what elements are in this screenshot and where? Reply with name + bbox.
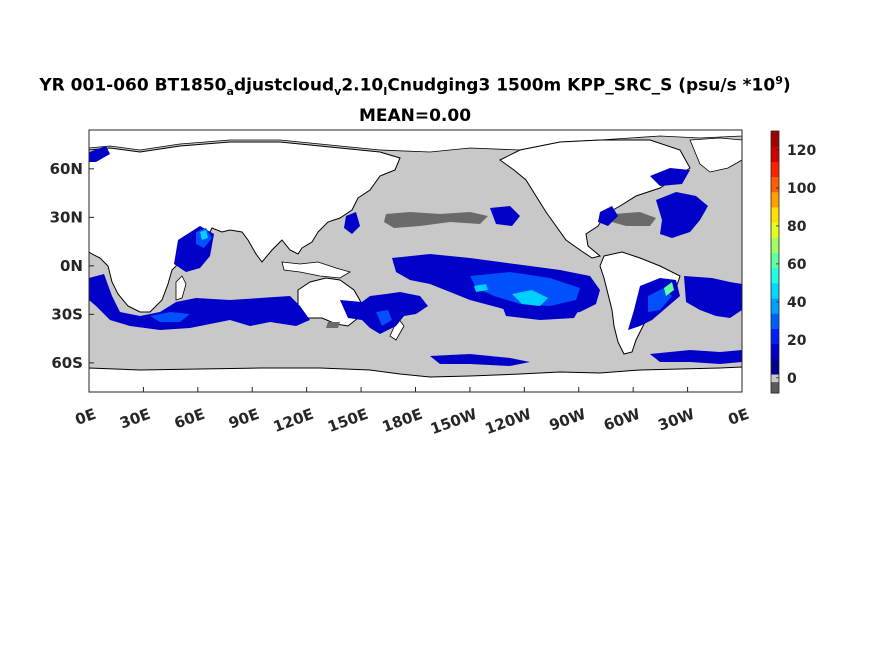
positive-patch-labrador <box>89 146 110 162</box>
mid-patch-indian-south <box>150 312 190 322</box>
x-tick-label: 30E <box>117 405 152 433</box>
colorbar-segment <box>771 313 779 329</box>
antarctica-landmass <box>89 366 742 392</box>
x-tick-label: 120W <box>483 405 535 438</box>
positive-high-patches <box>200 230 548 306</box>
x-axis: 0E 30E 60E 90E 120E 150E 180E 150W 120W 90W 60W 30W… <box>73 387 752 438</box>
colorbar-segment <box>771 191 779 208</box>
positive-patch-north-pacific-east <box>490 206 520 226</box>
colorbar-segment <box>771 237 779 254</box>
negative-patch-north-pacific <box>384 212 488 228</box>
positive-patch-south-pacific-south <box>500 300 580 320</box>
peak-patch-south-atlantic <box>664 282 674 296</box>
x-tick-label: 60W <box>601 405 643 435</box>
x-tick-label: 0E <box>73 405 99 429</box>
high-patch-tropical-pacific-west <box>474 284 488 292</box>
eurasia-africa-landmass <box>89 141 401 313</box>
positive-low-patches <box>89 146 742 366</box>
positive-patch-gulf-stream <box>598 206 618 226</box>
colorbar-segment <box>771 161 779 178</box>
colorbar-tick-label: 0 <box>787 371 797 387</box>
negative-patch-north-atlantic <box>612 212 656 226</box>
chart-title: YR 001-060 BT1850adjustcloudv2.10ICnudgi… <box>39 74 791 99</box>
positive-patch-southern-indian-west <box>89 274 310 330</box>
y-tick-label: 0N <box>60 257 83 275</box>
colorbar-tick-label: 40 <box>787 295 807 311</box>
positive-patch-subpolar-atlantic <box>650 168 690 186</box>
colorbar-segment <box>771 298 779 314</box>
high-patch-arabian-sea <box>200 230 208 240</box>
colorbar-segment <box>771 267 779 284</box>
mid-patch-tropical-pacific <box>470 272 580 306</box>
x-tick-label: 30W <box>656 405 698 435</box>
colorbar-segment <box>771 206 779 223</box>
colorbar-tick-label: 20 <box>787 333 807 349</box>
colorbar-segment <box>771 252 779 269</box>
colorbar-segment <box>771 381 779 394</box>
colorbar-segment <box>771 343 779 360</box>
map-area <box>89 130 742 392</box>
x-tick-label: 90W <box>547 405 589 435</box>
new-zealand-landmass <box>389 317 405 341</box>
x-tick-label: 90E <box>226 405 261 433</box>
colorbar-segment <box>771 146 779 162</box>
colorbar-tick-label: 60 <box>787 257 807 273</box>
y-axis: 60N 30N 0N 30S 60S <box>50 160 94 372</box>
x-tick-label: 150W <box>428 405 480 438</box>
x-tick-label: 120E <box>271 405 316 436</box>
colorbar-segment <box>771 374 779 383</box>
positive-patch-southern-ocean-pacific <box>430 354 530 366</box>
negative-patch-tasman <box>326 322 340 328</box>
y-tick-label: 30N <box>50 208 83 226</box>
colorbar-tick-label: 80 <box>787 219 807 235</box>
mid-patch-tasman <box>376 310 392 326</box>
colorbar-segment <box>771 176 779 193</box>
positive-patch-southern-ocean-atlantic <box>650 350 742 364</box>
high-patch-tropical-pacific <box>512 290 548 306</box>
colorbar-tick-label: 100 <box>787 181 816 197</box>
colorbar: 0 20 40 60 80 100 120 <box>770 130 816 394</box>
y-tick-label: 60N <box>50 160 83 178</box>
north-america-landmass <box>499 139 691 259</box>
positive-patch-kuroshio <box>344 212 360 234</box>
x-tick-label: 180E <box>380 405 425 436</box>
colorbar-frame <box>770 130 780 394</box>
x-tick-label: 60E <box>172 405 207 433</box>
arctic-landmass <box>89 130 742 153</box>
colorbar-segment <box>771 358 779 375</box>
maritime-continent-landmass <box>281 261 351 279</box>
colorbar-tick-label: 120 <box>787 143 816 159</box>
greenland-landmass <box>689 137 742 173</box>
y-tick-label: 60S <box>51 354 83 372</box>
madagascar-landmass <box>175 275 187 301</box>
chart-subtitle: MEAN=0.00 <box>358 106 472 126</box>
y-tick-label: 30S <box>51 305 83 323</box>
colorbar-segment <box>771 328 779 345</box>
colorbar-segment <box>771 282 779 299</box>
x-tick-label: 150E <box>325 405 370 436</box>
positive-patch-south-atlantic-east <box>684 276 742 318</box>
x-tick-label: 0E <box>726 405 752 429</box>
positive-patch-north-atlantic <box>656 192 708 238</box>
colorbar-segment <box>771 131 779 147</box>
colorbar-segment <box>771 222 779 238</box>
